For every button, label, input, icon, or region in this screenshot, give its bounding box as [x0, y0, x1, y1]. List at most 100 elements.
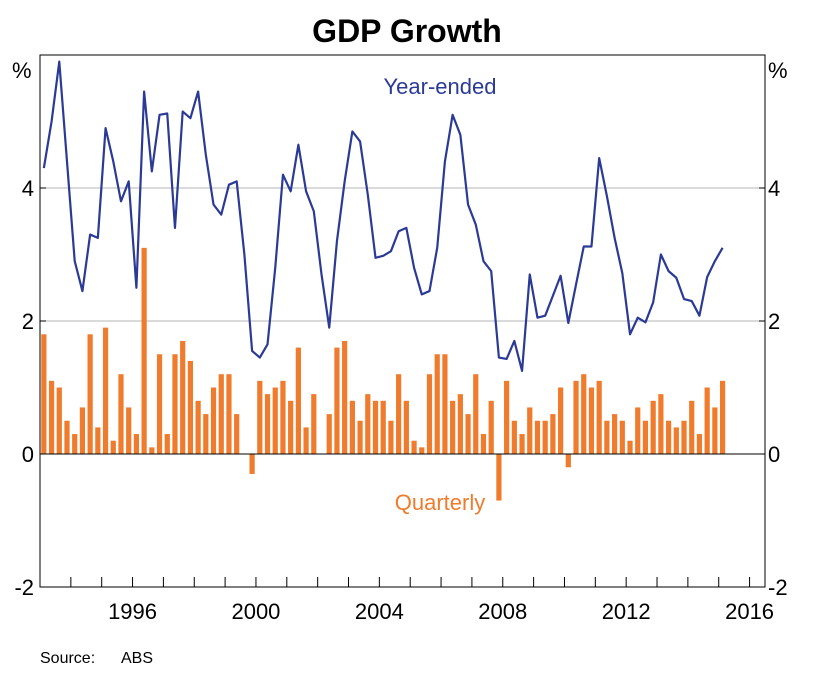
y-tick-label-right: 2 — [768, 309, 780, 334]
quarterly-bar — [542, 420, 548, 454]
quarterly-bar — [357, 420, 363, 454]
quarterly-bar — [234, 414, 240, 454]
quarterly-bar — [72, 434, 78, 454]
quarterly-bar — [704, 387, 710, 454]
quarterly-bar — [488, 400, 494, 454]
quarterly-bar — [450, 400, 456, 454]
quarterly-bar — [573, 380, 579, 454]
quarterly-bar — [311, 394, 317, 454]
quarterly-bar — [596, 380, 602, 454]
y-tick-label-right: -2 — [768, 575, 788, 600]
quarterly-bar — [681, 420, 687, 454]
quarterly-bar — [272, 387, 278, 454]
quarterly-bar — [218, 374, 224, 454]
quarterly-bar — [303, 427, 309, 454]
quarterly-bar — [149, 447, 155, 454]
quarterly-bar — [396, 374, 402, 454]
y-tick-label-right: 4 — [768, 176, 780, 201]
quarterly-bar — [673, 427, 679, 454]
quarterly-bar — [187, 360, 193, 454]
quarterly-bar — [249, 454, 255, 474]
x-tick-label: 1996 — [108, 599, 157, 624]
tick-labels: -2 -2 0 0 2 2 4 4 1996 2000 2004 2008 2012 2016 — [14, 176, 787, 624]
x-tick-label: 2004 — [355, 599, 404, 624]
quarterly-bar — [434, 354, 440, 454]
quarterly-bar — [712, 407, 718, 454]
quarterly-bar — [565, 454, 571, 468]
quarterly-bar — [349, 400, 355, 454]
quarterly-bar — [635, 407, 641, 454]
axes — [39, 54, 766, 588]
quarterly-bar — [156, 354, 163, 454]
quarterly-bar — [264, 394, 271, 454]
source-value: ABS — [121, 650, 153, 667]
quarterly-bar — [658, 394, 664, 454]
x-tick-label: 2012 — [602, 599, 651, 624]
quarterly-bar — [380, 400, 386, 454]
quarterly-bar — [180, 340, 186, 454]
quarterly-bar — [210, 387, 217, 454]
quarterly-bar — [627, 440, 633, 454]
quarterly-bar — [172, 354, 178, 454]
quarterly-bar — [511, 420, 517, 454]
quarterly-bar — [588, 387, 595, 454]
quarterly-bar — [326, 414, 332, 454]
y-tick-label-left: 2 — [22, 309, 34, 334]
quarterly-bar — [612, 414, 618, 454]
quarterly-bar — [642, 420, 649, 454]
quarterly-bar — [226, 374, 232, 454]
x-tick-label: 2008 — [478, 599, 527, 624]
quarterly-bar — [41, 334, 47, 454]
quarterly-bar — [411, 440, 417, 454]
quarterly-bar — [56, 387, 62, 454]
series-label-year-ended: Year-ended — [384, 74, 497, 99]
quarterly-bar — [496, 454, 502, 501]
year-ended-line — [42, 60, 724, 372]
x-tick-label: 2000 — [231, 599, 280, 624]
quarterly-bar — [118, 374, 124, 454]
quarterly-bar — [473, 374, 479, 454]
quarterly-bar — [79, 407, 86, 454]
quarterly-bar — [102, 327, 109, 454]
quarterly-bar — [534, 420, 541, 454]
left-axis-unit: % — [12, 58, 32, 83]
quarterly-bar — [604, 420, 610, 454]
quarterly-bar — [280, 380, 286, 454]
chart-title: GDP Growth — [312, 13, 502, 49]
quarterly-bar — [550, 414, 556, 454]
quarterly-bar — [696, 434, 703, 454]
quarterly-bar — [527, 407, 533, 454]
y-tick-label-right: 0 — [768, 442, 780, 467]
quarterly-bar — [334, 347, 340, 454]
quarterly-bar — [257, 380, 263, 454]
quarterly-bar — [164, 434, 170, 454]
quarterly-bar — [504, 380, 510, 454]
quarterly-bars — [41, 247, 726, 501]
right-axis-unit: % — [768, 58, 788, 83]
quarterly-bar — [519, 434, 525, 454]
quarterly-bar — [95, 427, 101, 454]
quarterly-bar — [110, 440, 116, 454]
y-tick-label-left: 0 — [22, 442, 34, 467]
quarterly-bar — [203, 414, 209, 454]
y-tick-label-left: 4 — [22, 176, 34, 201]
quarterly-bar — [665, 420, 672, 454]
quarterly-bar — [141, 247, 147, 454]
quarterly-bar — [581, 374, 587, 454]
quarterly-bar — [372, 400, 379, 454]
quarterly-bar — [342, 340, 348, 454]
quarterly-bar — [288, 400, 294, 454]
x-tick-label: 2016 — [725, 599, 774, 624]
series-label-quarterly: Quarterly — [395, 490, 485, 515]
quarterly-bar — [126, 407, 132, 454]
quarterly-bar — [457, 394, 463, 454]
quarterly-bar — [403, 400, 409, 454]
quarterly-bar — [619, 420, 625, 454]
quarterly-bar — [465, 414, 471, 454]
quarterly-bar — [388, 420, 394, 454]
quarterly-bar — [365, 394, 371, 454]
quarterly-bar — [133, 434, 140, 454]
quarterly-bar — [719, 380, 726, 454]
gridlines — [40, 187, 765, 322]
